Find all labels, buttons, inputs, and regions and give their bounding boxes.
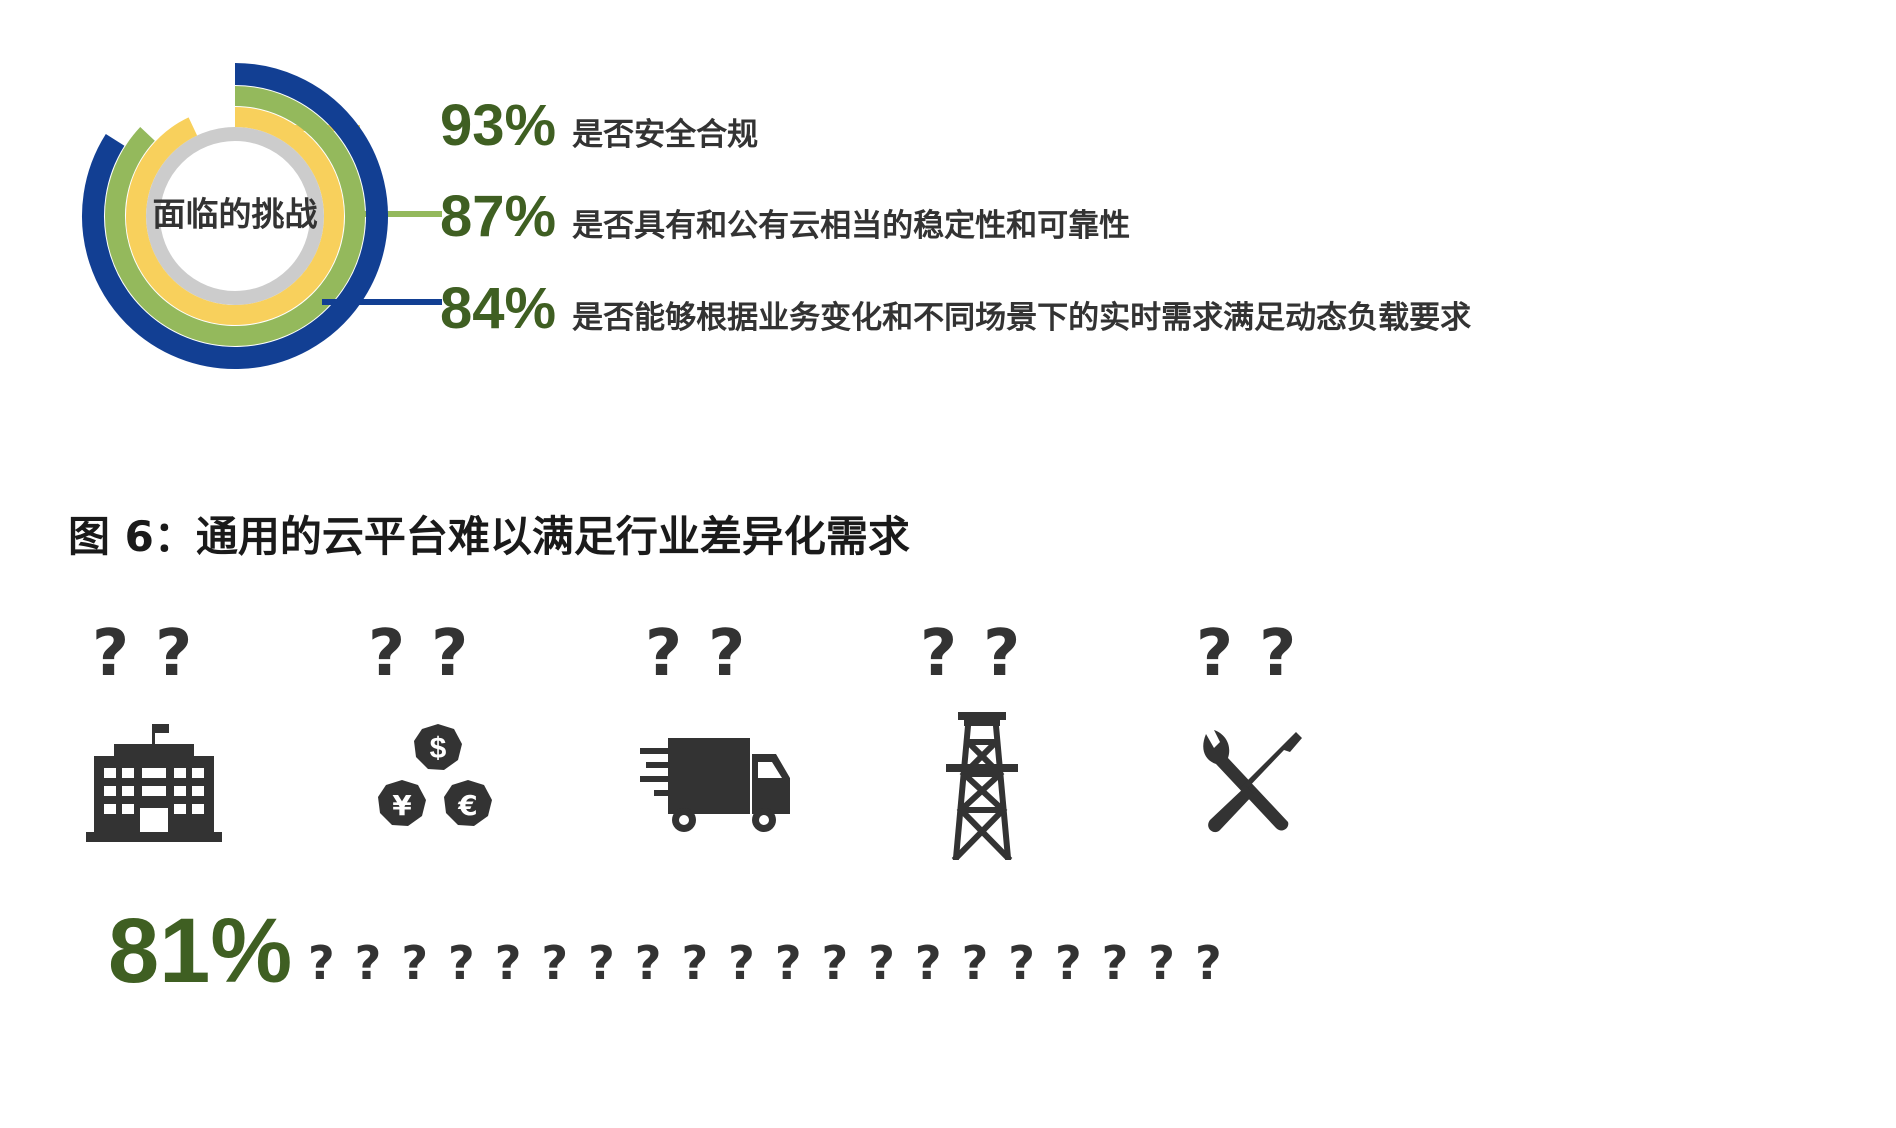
stat-label-3: 是否能够根据业务变化和不同场景下的实时需求满足动态负载要求: [572, 300, 1472, 336]
svg-text:$: $: [430, 732, 447, 765]
question-pair-5: ??: [1196, 617, 1323, 691]
stat-row-3: 84% 是否能够根据业务变化和不同场景下的实时需求满足动态负载要求: [440, 275, 1471, 342]
svg-text:¥: ¥: [392, 789, 412, 822]
figure-title: 图 6：通用的云平台难以满足行业差异化需求: [68, 512, 910, 561]
stat-label-2: 是否具有和公有云相当的稳定性和可靠性: [572, 208, 1131, 244]
ring-series-2: [105, 86, 365, 346]
building-icon: [86, 724, 222, 842]
stat-row-1: 93% 是否安全合规: [440, 92, 758, 159]
donut-center-label: 面临的挑战: [153, 195, 318, 234]
currency-coins-icon: $ ¥ €: [378, 724, 492, 826]
stat-percent-2: 87%: [440, 184, 557, 249]
question-pair-2: ??: [368, 617, 495, 691]
ring-series-1: [126, 107, 344, 325]
tools-icon: [1203, 730, 1302, 833]
ring-series-group: [82, 63, 442, 369]
ring-series-3: [82, 63, 388, 369]
challenges-ring-chart: 面临的挑战: [82, 63, 442, 369]
question-pair-4: ??: [920, 617, 1047, 691]
donut-inner-ring: [146, 127, 324, 305]
question-pair-1: ??: [92, 617, 219, 691]
bottom-percent: 81%: [108, 900, 293, 1002]
stat-row-2: 87% 是否具有和公有云相当的稳定性和可靠性: [440, 183, 1130, 250]
power-tower-icon: [946, 712, 1018, 860]
question-pair-3: ??: [645, 617, 772, 691]
stat-percent-1: 93%: [440, 93, 557, 158]
stat-label-1: 是否安全合规: [572, 117, 759, 153]
delivery-truck-icon: [640, 738, 790, 832]
question-mark-row: ????????????????????: [308, 936, 1242, 990]
stat-percent-3: 84%: [440, 276, 557, 341]
svg-text:€: €: [457, 789, 477, 822]
